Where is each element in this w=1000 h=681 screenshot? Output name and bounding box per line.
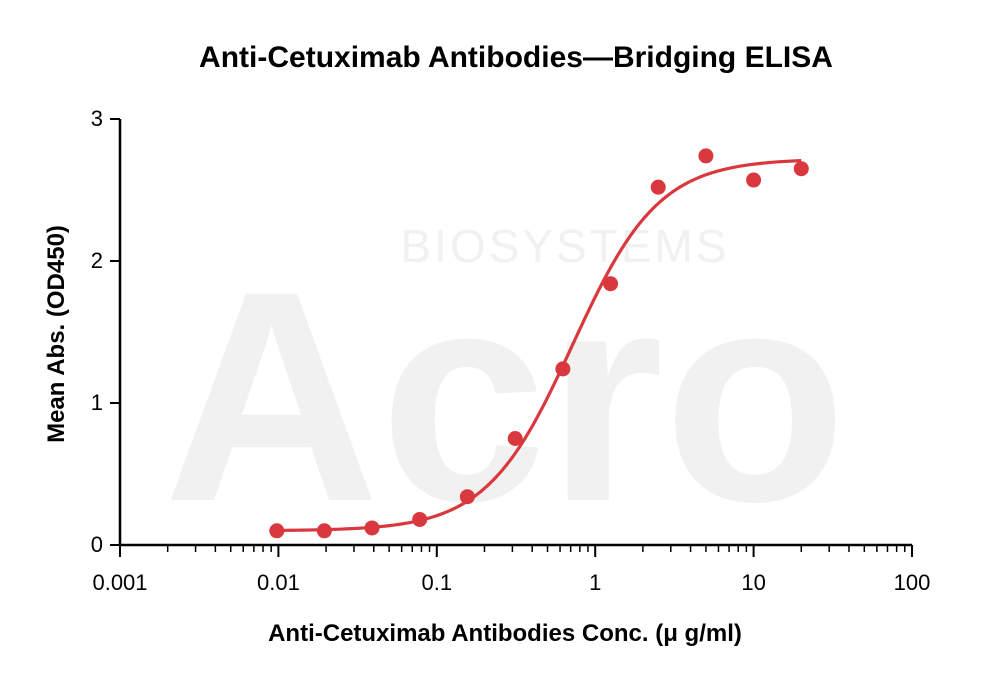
fit-curve-layer bbox=[276, 158, 802, 533]
y-tick-label: 0 bbox=[91, 532, 103, 557]
x-tick-label: 100 bbox=[894, 570, 931, 595]
data-point bbox=[412, 511, 428, 527]
x-tick-label: 1 bbox=[589, 570, 601, 595]
y-tick-label: 2 bbox=[91, 248, 103, 273]
data-point bbox=[603, 276, 619, 292]
data-point bbox=[507, 431, 523, 446]
data-point bbox=[650, 179, 666, 195]
x-tick-label: 0.1 bbox=[422, 570, 453, 595]
watermark: BIOSYSTEMS Acro bbox=[163, 220, 847, 564]
data-point bbox=[698, 148, 714, 164]
data-point bbox=[364, 520, 380, 536]
data-point bbox=[793, 161, 809, 177]
y-tick-label: 1 bbox=[91, 390, 103, 415]
watermark-subtitle: BIOSYSTEMS bbox=[400, 220, 729, 272]
data-points-layer bbox=[269, 148, 809, 539]
fit-curve bbox=[276, 158, 802, 533]
y-axis-label: Mean Abs. (OD450) bbox=[43, 225, 70, 443]
x-tick-label: 0.01 bbox=[257, 570, 300, 595]
data-point bbox=[316, 523, 332, 539]
watermark-brand: Acro bbox=[163, 228, 847, 564]
data-point bbox=[459, 489, 475, 505]
x-tick-label: 0.001 bbox=[92, 570, 147, 595]
chart-title: Anti-Cetuximab Antibodies—Bridging ELISA bbox=[199, 41, 833, 74]
data-point bbox=[555, 361, 571, 377]
data-point bbox=[746, 172, 762, 188]
data-point bbox=[269, 523, 285, 539]
axes: 0 1 2 3 0.001 0.01 0.1 1 10 100 bbox=[91, 106, 931, 595]
y-tick-label: 3 bbox=[91, 106, 103, 131]
x-tick-label: 10 bbox=[741, 570, 765, 595]
x-axis-label: Anti-Cetuximab Antibodies Conc. (μ g/ml) bbox=[268, 620, 742, 647]
